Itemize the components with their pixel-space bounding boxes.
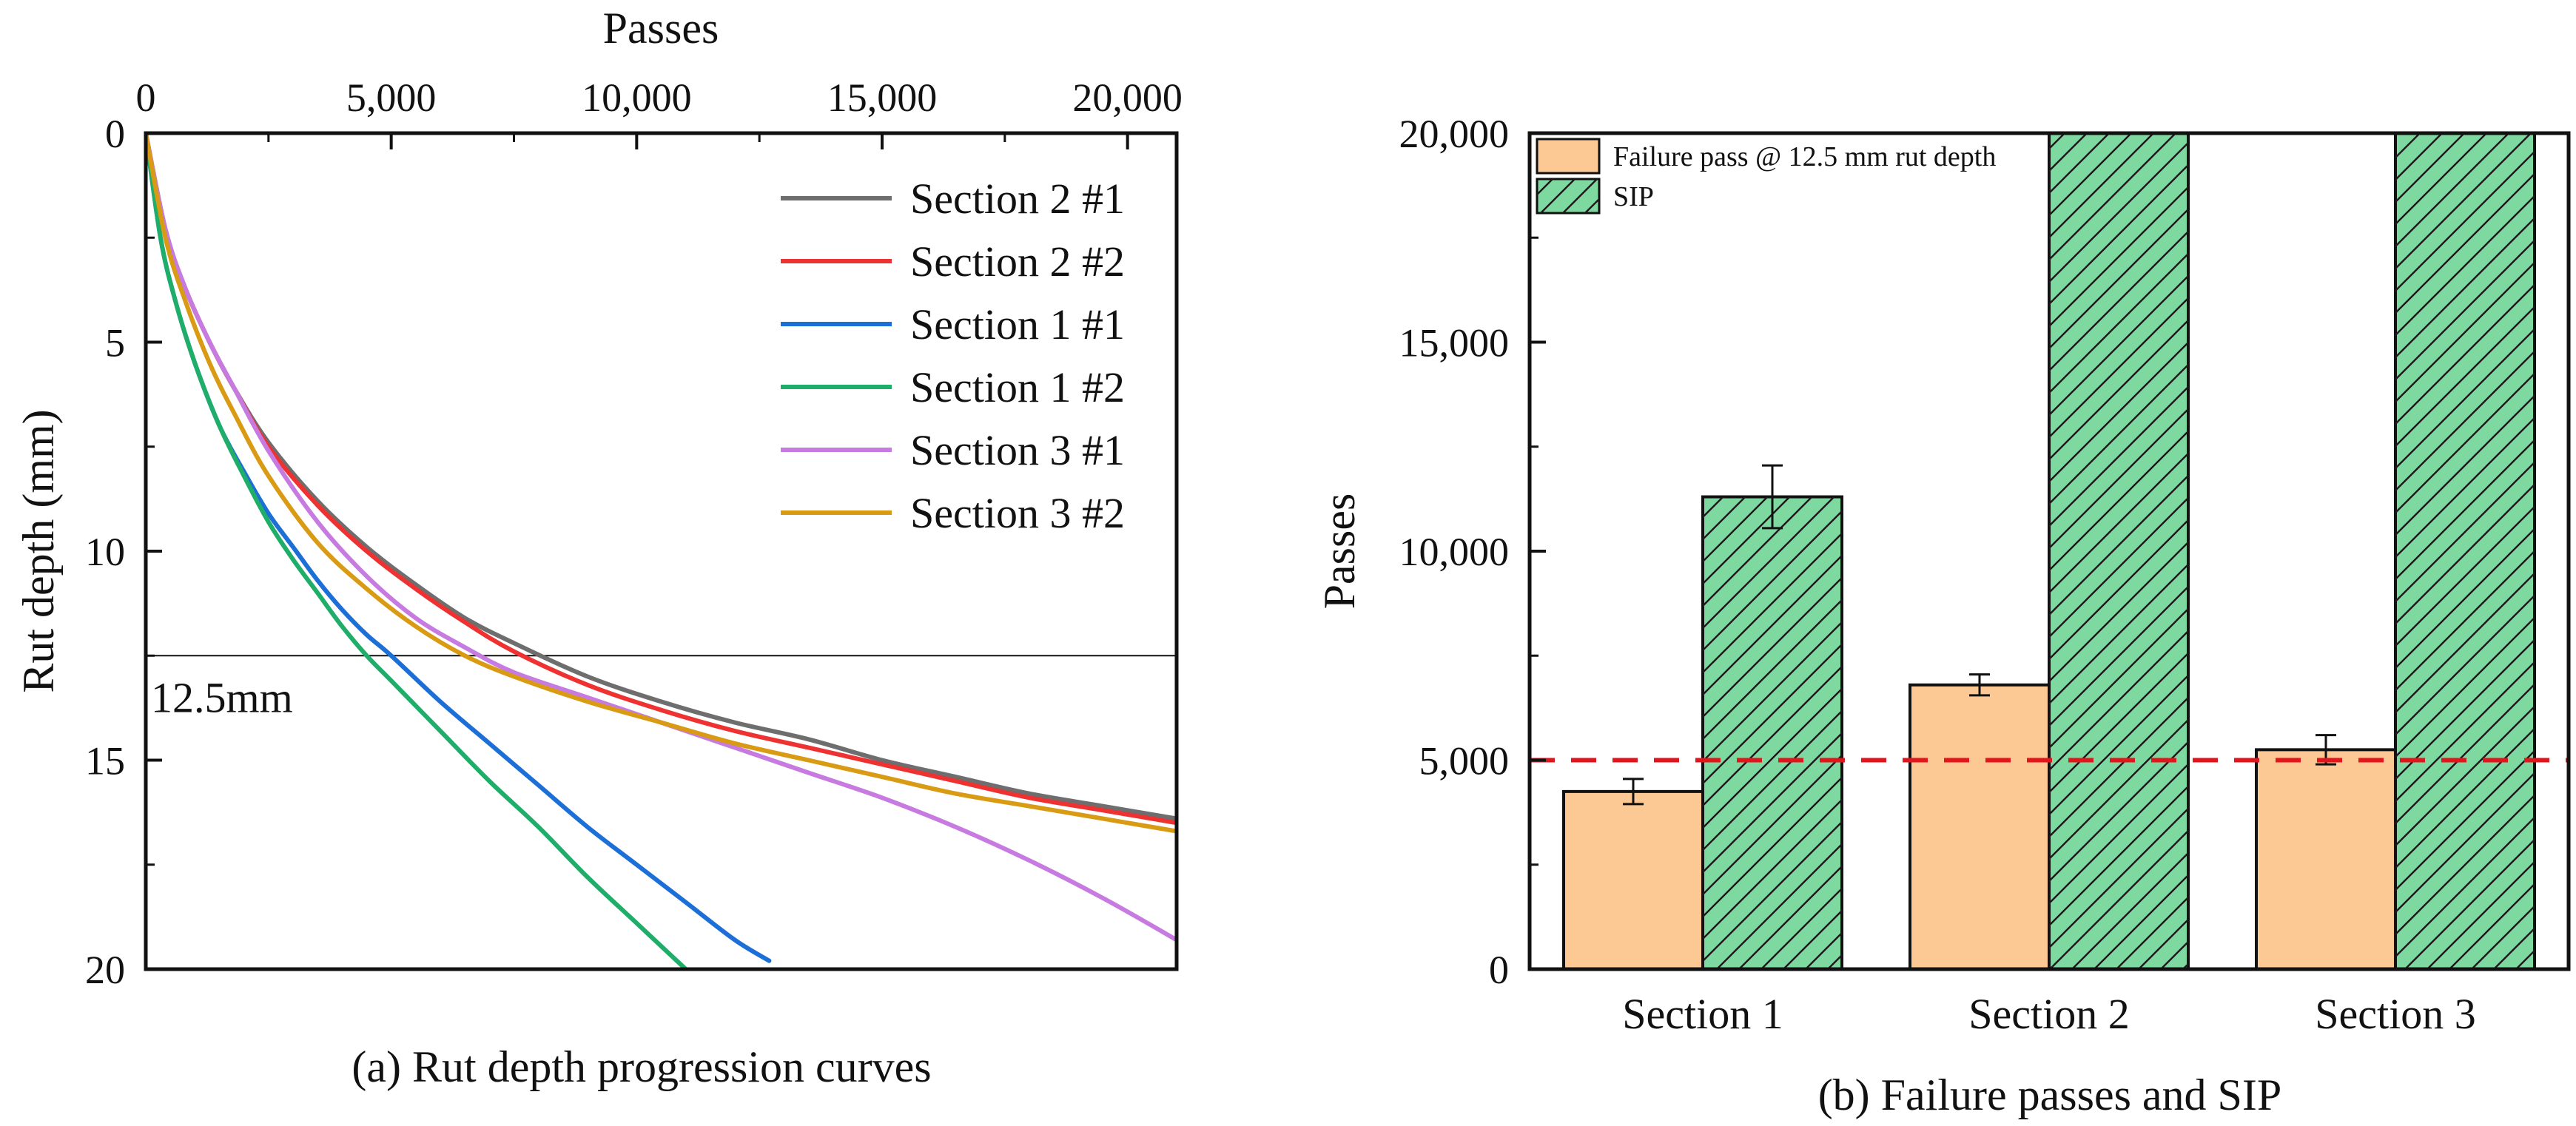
y-tick-label-b: 10,000 — [1399, 530, 1510, 574]
legend-b: Failure pass @ 12.5 mm rut depth SIP — [1536, 138, 1996, 215]
legend-label-section-3-1: Section 3 #1 — [910, 426, 1125, 474]
reference-line-label: 12.5mm — [151, 673, 293, 721]
x-tick-label-a: 5,000 — [346, 75, 437, 120]
bar-failure-pass-12-5-mm-rut-depth-section-2 — [1909, 683, 2051, 971]
line-section-3-1 — [146, 133, 1177, 943]
y-tick-label-a: 0 — [105, 112, 125, 156]
category-label-section-2: Section 2 — [1968, 990, 2129, 1038]
x-tick-label-a: 10,000 — [582, 75, 692, 120]
y-tick-label-a: 5 — [105, 321, 125, 365]
y-axis-title-a: Rut depth (mm) — [14, 409, 63, 692]
caption-a: (a) Rut depth progression curves — [352, 1042, 931, 1091]
y-axis-title-b: Passes — [1315, 493, 1364, 610]
bar-hatch-section-1 — [1703, 496, 1842, 969]
y-tick-label-b: 15,000 — [1399, 321, 1510, 365]
legend-swatch-failure-pass-12-5-mm-rut-depth — [1536, 138, 1601, 175]
legend-label-failure-pass-12-5-mm-rut-depth: Failure pass @ 12.5 mm rut depth — [1613, 141, 1996, 172]
x-axis-title-a: Passes — [603, 4, 719, 53]
legend-label-section-1-1: Section 1 #1 — [910, 300, 1125, 348]
bars — [1562, 132, 2536, 971]
y-tick-label-a: 10 — [85, 530, 125, 574]
legend-label-section-2-2: Section 2 #2 — [910, 237, 1125, 286]
legend-label-section-3-2: Section 3 #2 — [910, 489, 1125, 537]
x-tick-label-a: 15,000 — [827, 75, 938, 120]
y-tick-label-a: 20 — [85, 948, 125, 992]
y-tick-label-a: 15 — [85, 739, 125, 783]
legend-label-sip: SIP — [1613, 181, 1654, 212]
bar-failure-pass-12-5-mm-rut-depth-section-3 — [2255, 748, 2397, 971]
bar-hatch-section-3 — [2395, 133, 2535, 969]
line-section-3-2 — [146, 133, 1177, 834]
bar-failure-pass-12-5-mm-rut-depth-section-1 — [1562, 789, 1704, 971]
series-lines — [146, 133, 1177, 969]
axis-ticks-b: 0 5,000 10,000 15,000 20,000 Section 1 Section… — [1399, 112, 2476, 1038]
x-tick-label-a: 20,000 — [1072, 75, 1183, 120]
failure-passes-chart: 0 5,000 10,000 15,000 20,000 Section 1 Section… — [1315, 112, 2571, 1119]
legend-a: Section 2 #1 Section 2 #2 Section 1 #1 Sect… — [781, 175, 1125, 537]
caption-b: (b) Failure passes and SIP — [1818, 1071, 2282, 1119]
plot-area-a — [146, 133, 1177, 969]
legend-label-section-1-2: Section 1 #2 — [910, 363, 1125, 411]
legend-swatch-hatch — [1537, 179, 1599, 213]
y-tick-label-b: 5,000 — [1419, 739, 1510, 783]
axis-ticks-a: 0 5,000 10,000 15,000 20,000 0 5 10 15 20 — [85, 75, 1183, 992]
y-tick-label-b: 0 — [1489, 948, 1509, 992]
line-section-1-2 — [146, 133, 688, 969]
y-tick-label-b: 20,000 — [1399, 112, 1510, 156]
category-label-section-3: Section 3 — [2315, 990, 2475, 1038]
legend-label-section-2-1: Section 2 #1 — [910, 175, 1125, 223]
bar-hatch-section-2 — [2049, 133, 2188, 969]
x-tick-label-a: 0 — [136, 75, 156, 120]
category-label-section-1: Section 1 — [1622, 990, 1783, 1038]
